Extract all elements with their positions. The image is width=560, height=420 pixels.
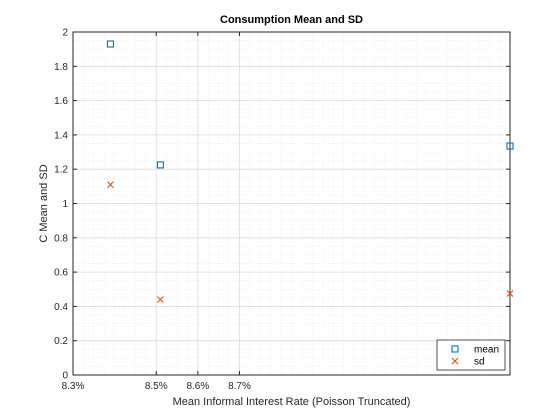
y-axis-title: C Mean and SD	[38, 164, 50, 242]
legend-label-mean: mean	[474, 345, 499, 356]
legend-box	[436, 339, 506, 371]
sd-point	[157, 296, 164, 303]
mean-point	[506, 142, 514, 150]
chart-title: Consumption Mean and SD	[220, 14, 363, 26]
sd-point	[107, 181, 114, 189]
y-tick-label: 1.8	[54, 62, 68, 73]
legend-label-sd: sd	[474, 357, 485, 368]
y-tick-label: 0	[62, 371, 68, 382]
x-tick-label: 8.6%	[186, 381, 209, 392]
y-tick-label: 0.2	[54, 336, 68, 347]
y-tick-label: 1.6	[54, 96, 68, 107]
y-tick-label: 1.4	[54, 130, 68, 141]
x-tick-label: 8.7%	[228, 381, 251, 392]
y-tick-label: 0.8	[54, 233, 68, 244]
x-axis-title: Mean Informal Interest Rate (Poisson Tru…	[173, 396, 411, 408]
legend-marker-sd	[451, 357, 459, 365]
mean-point	[156, 161, 164, 169]
y-tick-label: 1	[62, 199, 68, 210]
legend-marker-mean	[451, 345, 459, 353]
x-tick-label: 8.5%	[145, 381, 168, 392]
sd-point	[506, 290, 514, 297]
y-tick-label: 1.2	[54, 165, 68, 176]
y-tick-label: 0.6	[54, 268, 68, 279]
mean-point	[106, 40, 115, 48]
axis-ticks: 0 0.2 0.4 0.6 0.8 1 1.2 1.4 1.6 1.8 2 8.3% 8.5% 8.6% 8…	[54, 28, 510, 392]
y-tick-label: 2	[62, 28, 68, 39]
data-marks	[106, 40, 514, 303]
x-tick-label: 8.3%	[62, 381, 85, 392]
y-tick-label: 0.4	[54, 302, 68, 313]
